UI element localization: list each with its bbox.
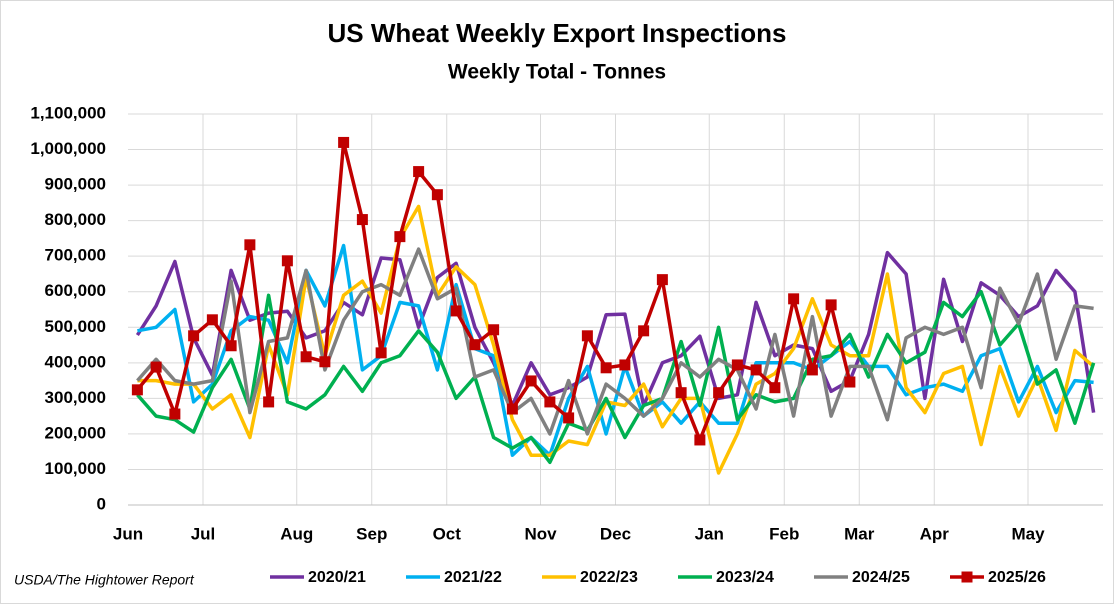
series-marker [300, 351, 312, 363]
series-marker [450, 305, 462, 317]
legend-label: 2022/23 [580, 569, 638, 586]
series-marker [619, 359, 631, 371]
legend-label: 2023/24 [716, 569, 774, 586]
series-marker [638, 325, 650, 337]
series-line [137, 204, 1095, 475]
series-marker [431, 189, 443, 201]
x-tick-label: Mar [844, 524, 875, 543]
series-marker [713, 387, 725, 399]
series-line [136, 289, 1096, 465]
legend-marker [961, 571, 973, 583]
series-marker [488, 324, 500, 336]
series-marker [825, 299, 837, 311]
y-tick-label: 300,000 [45, 388, 106, 407]
series-marker [788, 293, 800, 305]
series-marker [844, 376, 856, 388]
series-marker [375, 347, 387, 359]
series-marker [338, 136, 350, 148]
series-marker [394, 231, 406, 243]
x-tick-label: Nov [524, 524, 557, 543]
y-tick-label: 700,000 [45, 246, 106, 265]
series-marker [469, 339, 481, 351]
y-tick-label: 900,000 [45, 175, 106, 194]
series-marker [506, 403, 518, 415]
series-marker [563, 412, 575, 424]
x-tick-label: May [1011, 524, 1045, 543]
y-tick-label: 200,000 [45, 423, 106, 442]
y-tick-label: 0 [97, 494, 106, 513]
series-marker [319, 356, 331, 368]
legend-label: 2024/25 [852, 569, 910, 586]
x-tick-label: Jun [113, 524, 143, 543]
x-tick-label: Jul [191, 524, 216, 543]
series-marker [281, 255, 293, 267]
series-marker [544, 396, 556, 408]
series-marker [169, 408, 181, 420]
series-marker [750, 364, 762, 376]
series-marker [806, 364, 818, 376]
y-tick-label: 100,000 [45, 459, 106, 478]
legend-label: 2021/22 [444, 569, 502, 586]
x-tick-label: Sep [356, 524, 387, 543]
x-tick-label: Oct [433, 524, 462, 543]
series-marker [581, 330, 593, 342]
y-tick-label: 800,000 [45, 210, 106, 229]
y-tick-label: 1,100,000 [30, 103, 106, 122]
x-tick-label: Apr [920, 524, 950, 543]
x-tick-label: Jan [695, 524, 724, 543]
x-tick-label: Feb [769, 524, 799, 543]
series-marker [694, 434, 706, 446]
series-marker [600, 362, 612, 374]
series-marker [769, 382, 781, 394]
legend-label: 2020/21 [308, 569, 366, 586]
y-tick-label: 600,000 [45, 281, 106, 300]
series-marker [244, 239, 256, 251]
x-tick-label: Dec [600, 524, 631, 543]
series-marker [188, 330, 200, 342]
series-marker [525, 375, 537, 387]
y-tick-label: 500,000 [45, 317, 106, 336]
series-marker [356, 214, 368, 226]
legend-label: 2025/26 [988, 569, 1046, 586]
series-marker [263, 396, 275, 408]
series-marker [731, 359, 743, 371]
series-marker [150, 361, 162, 373]
series-marker [131, 384, 143, 396]
y-tick-label: 400,000 [45, 352, 106, 371]
x-tick-label: Aug [280, 524, 313, 543]
chart-subtitle: Weekly Total - Tonnes [448, 61, 666, 84]
series-marker [675, 387, 687, 399]
series-marker [656, 274, 668, 286]
series-marker [413, 166, 425, 178]
series-marker [225, 340, 237, 352]
chart-title: US Wheat Weekly Export Inspections [328, 18, 787, 48]
source-note: USDA/The Hightower Report [14, 572, 195, 588]
y-tick-label: 1,000,000 [30, 139, 106, 158]
series-marker [206, 314, 218, 326]
